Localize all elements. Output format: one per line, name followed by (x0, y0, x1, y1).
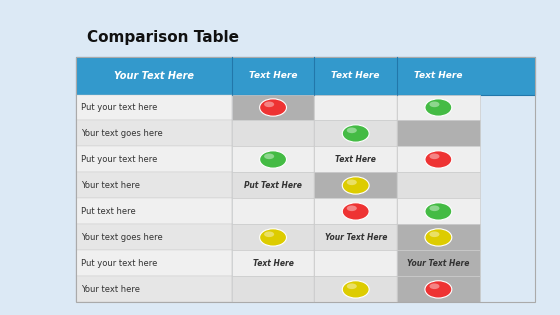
Text: Text Here: Text Here (414, 71, 463, 80)
Ellipse shape (342, 177, 369, 194)
Ellipse shape (347, 205, 357, 211)
Ellipse shape (260, 151, 287, 168)
Ellipse shape (430, 153, 440, 159)
Ellipse shape (264, 101, 274, 107)
FancyBboxPatch shape (76, 146, 232, 173)
FancyBboxPatch shape (232, 173, 314, 198)
FancyBboxPatch shape (314, 173, 397, 198)
Text: Your text goes here: Your text goes here (81, 129, 163, 138)
Ellipse shape (430, 101, 440, 107)
FancyBboxPatch shape (314, 121, 397, 146)
Ellipse shape (347, 128, 357, 133)
Ellipse shape (342, 203, 369, 220)
FancyBboxPatch shape (397, 121, 480, 146)
Ellipse shape (347, 180, 357, 185)
Ellipse shape (425, 99, 452, 116)
Text: Your text goes here: Your text goes here (81, 233, 163, 242)
Ellipse shape (425, 151, 452, 168)
Text: Text Here: Text Here (249, 71, 297, 80)
FancyBboxPatch shape (76, 224, 232, 250)
Text: Your text here: Your text here (81, 181, 140, 190)
FancyBboxPatch shape (76, 277, 232, 302)
Ellipse shape (264, 153, 274, 159)
FancyBboxPatch shape (397, 198, 480, 224)
FancyBboxPatch shape (232, 121, 314, 146)
FancyBboxPatch shape (76, 94, 232, 121)
Text: Your Text Here: Your Text Here (325, 233, 387, 242)
FancyBboxPatch shape (232, 224, 314, 250)
Text: Put text here: Put text here (81, 207, 136, 216)
FancyBboxPatch shape (397, 173, 480, 198)
Text: Comparison Table: Comparison Table (87, 30, 239, 45)
Ellipse shape (347, 284, 357, 289)
Ellipse shape (264, 232, 274, 237)
Ellipse shape (342, 125, 369, 142)
FancyBboxPatch shape (232, 250, 314, 277)
Ellipse shape (430, 205, 440, 211)
Ellipse shape (342, 281, 369, 298)
FancyBboxPatch shape (314, 94, 397, 121)
Ellipse shape (425, 229, 452, 246)
Ellipse shape (430, 232, 440, 237)
FancyBboxPatch shape (314, 250, 397, 277)
FancyBboxPatch shape (314, 198, 397, 224)
FancyBboxPatch shape (314, 146, 397, 173)
FancyBboxPatch shape (232, 94, 314, 121)
Text: Put your text here: Put your text here (81, 103, 157, 112)
Text: Your text here: Your text here (81, 285, 140, 294)
FancyBboxPatch shape (76, 173, 232, 198)
FancyBboxPatch shape (76, 57, 535, 94)
Text: Text Here: Text Here (253, 259, 293, 268)
Ellipse shape (425, 281, 452, 298)
Text: Put Text Here: Put Text Here (244, 181, 302, 190)
Ellipse shape (425, 203, 452, 220)
Text: Text Here: Text Here (335, 155, 376, 164)
FancyBboxPatch shape (76, 198, 232, 224)
Text: Your Text Here: Your Text Here (407, 259, 469, 268)
FancyBboxPatch shape (397, 224, 480, 250)
Text: Put your text here: Put your text here (81, 259, 157, 268)
Ellipse shape (260, 229, 287, 246)
FancyBboxPatch shape (314, 224, 397, 250)
FancyBboxPatch shape (397, 250, 480, 277)
Text: Text Here: Text Here (332, 71, 380, 80)
FancyBboxPatch shape (232, 146, 314, 173)
FancyBboxPatch shape (397, 277, 480, 302)
Text: Your Text Here: Your Text Here (114, 71, 194, 81)
FancyBboxPatch shape (397, 94, 480, 121)
Ellipse shape (260, 99, 287, 116)
FancyBboxPatch shape (76, 250, 232, 277)
FancyBboxPatch shape (397, 146, 480, 173)
FancyBboxPatch shape (314, 277, 397, 302)
FancyBboxPatch shape (232, 198, 314, 224)
FancyBboxPatch shape (232, 277, 314, 302)
Text: Put your text here: Put your text here (81, 155, 157, 164)
Ellipse shape (430, 284, 440, 289)
FancyBboxPatch shape (76, 121, 232, 146)
